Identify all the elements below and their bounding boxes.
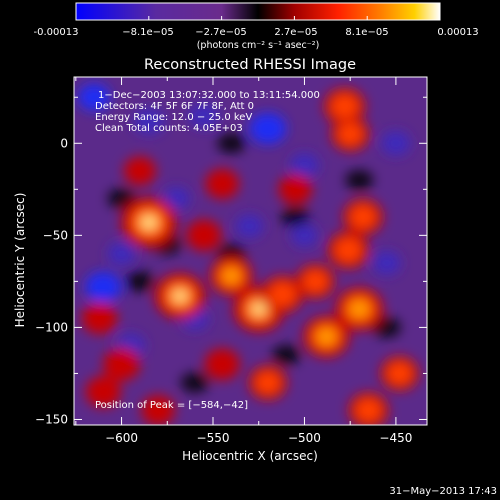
cold-spot	[289, 153, 319, 178]
hot-spot-bright	[349, 300, 369, 318]
hot-spot-core	[355, 398, 382, 423]
y-tick-label: −50	[43, 228, 68, 242]
y-axis-label: Heliocentric Y (arcsec)	[13, 193, 27, 328]
info-line-detectors: Detectors: 4F 5F 6F 7F 8F, Att 0	[95, 101, 254, 112]
trough-blob	[372, 317, 401, 338]
trough-blob	[217, 133, 246, 154]
colorbar-tick-label: −8.1e−05	[122, 27, 174, 38]
y-tick-label: −100	[35, 320, 68, 334]
hot-spot	[85, 376, 121, 408]
colorbar-tick-label: 8.1e−05	[345, 27, 388, 38]
cold-spot	[372, 251, 401, 275]
x-tick-label: −500	[288, 431, 321, 445]
hot-spot-core	[334, 237, 362, 263]
cold-spot	[78, 83, 111, 111]
hot-spot-core	[268, 281, 297, 307]
hot-spot	[278, 174, 313, 205]
hot-spot-bright	[222, 268, 240, 284]
colorbar-tick-label: 2.7e−05	[274, 27, 317, 38]
hot-spot-core	[331, 93, 359, 119]
hot-spot	[82, 302, 118, 335]
hot-spot-core	[337, 122, 363, 146]
colorbar	[75, 2, 441, 21]
hot-spot-core	[349, 204, 376, 229]
trough-blob	[272, 345, 301, 366]
x-axis-label: Heliocentric X (arcsec)	[182, 449, 318, 463]
hot-spot-core	[255, 371, 281, 395]
cold-spot	[235, 214, 264, 239]
hot-spot-peak	[174, 290, 186, 302]
x-tick-label: −550	[197, 431, 230, 445]
hot-spot-core	[387, 361, 413, 385]
plot-frame	[73, 76, 428, 426]
colorbar-tick-label: 0.00013	[437, 27, 478, 38]
hot-spot-bright	[317, 328, 336, 345]
cold-spot	[188, 102, 219, 129]
hot-spot	[204, 348, 240, 381]
hot-spot-peak	[142, 216, 156, 229]
trough-blob	[281, 206, 310, 227]
hot-spot-peak	[253, 303, 265, 315]
cold-spot	[290, 223, 318, 247]
cold-spot	[381, 130, 411, 156]
cold-spot	[133, 108, 165, 135]
hot-spot	[186, 219, 222, 252]
x-tick-label: −450	[379, 431, 412, 445]
cold-spot	[107, 241, 136, 266]
trough-blob	[180, 372, 209, 393]
y-tick-label: −150	[35, 412, 68, 426]
trough-blob	[125, 271, 154, 292]
x-tick-label: −600	[105, 431, 138, 445]
hot-spot	[205, 168, 239, 199]
cold-spot	[249, 112, 287, 145]
cold-spot	[162, 187, 190, 210]
hot-spot-core	[302, 269, 328, 293]
colorbar-tick-label: −2.7e−05	[195, 27, 247, 38]
colorbar-ticks	[75, 16, 441, 20]
footer-timestamp: 31−May−2013 17:43	[389, 486, 497, 497]
hot-spot	[103, 347, 140, 381]
colorbar-unit-label: (photons cm⁻² s⁻¹ asec⁻²)	[197, 40, 320, 51]
info-line-clean: Clean Total counts: 4.05E+03	[95, 123, 243, 134]
colorbar-tick-label: -0.00013	[34, 27, 79, 38]
peak-position-label: Position of Peak = [−584,−42]	[95, 400, 248, 411]
heatmap	[74, 77, 427, 425]
hot-spot	[123, 156, 156, 186]
trough-blob	[345, 170, 374, 191]
info-line-energy: Energy Range: 12.0 − 25.0 keV	[95, 112, 252, 123]
y-tick-label: 0	[60, 136, 68, 150]
trough-blob	[107, 188, 136, 209]
chart-title: Reconstructed RHESSI Image	[144, 57, 356, 73]
cold-spot	[85, 271, 122, 303]
info-line-time: 1−Dec−2003 13:07:32.000 to 13:11:54.000	[98, 90, 320, 101]
hot-spot	[141, 395, 175, 425]
